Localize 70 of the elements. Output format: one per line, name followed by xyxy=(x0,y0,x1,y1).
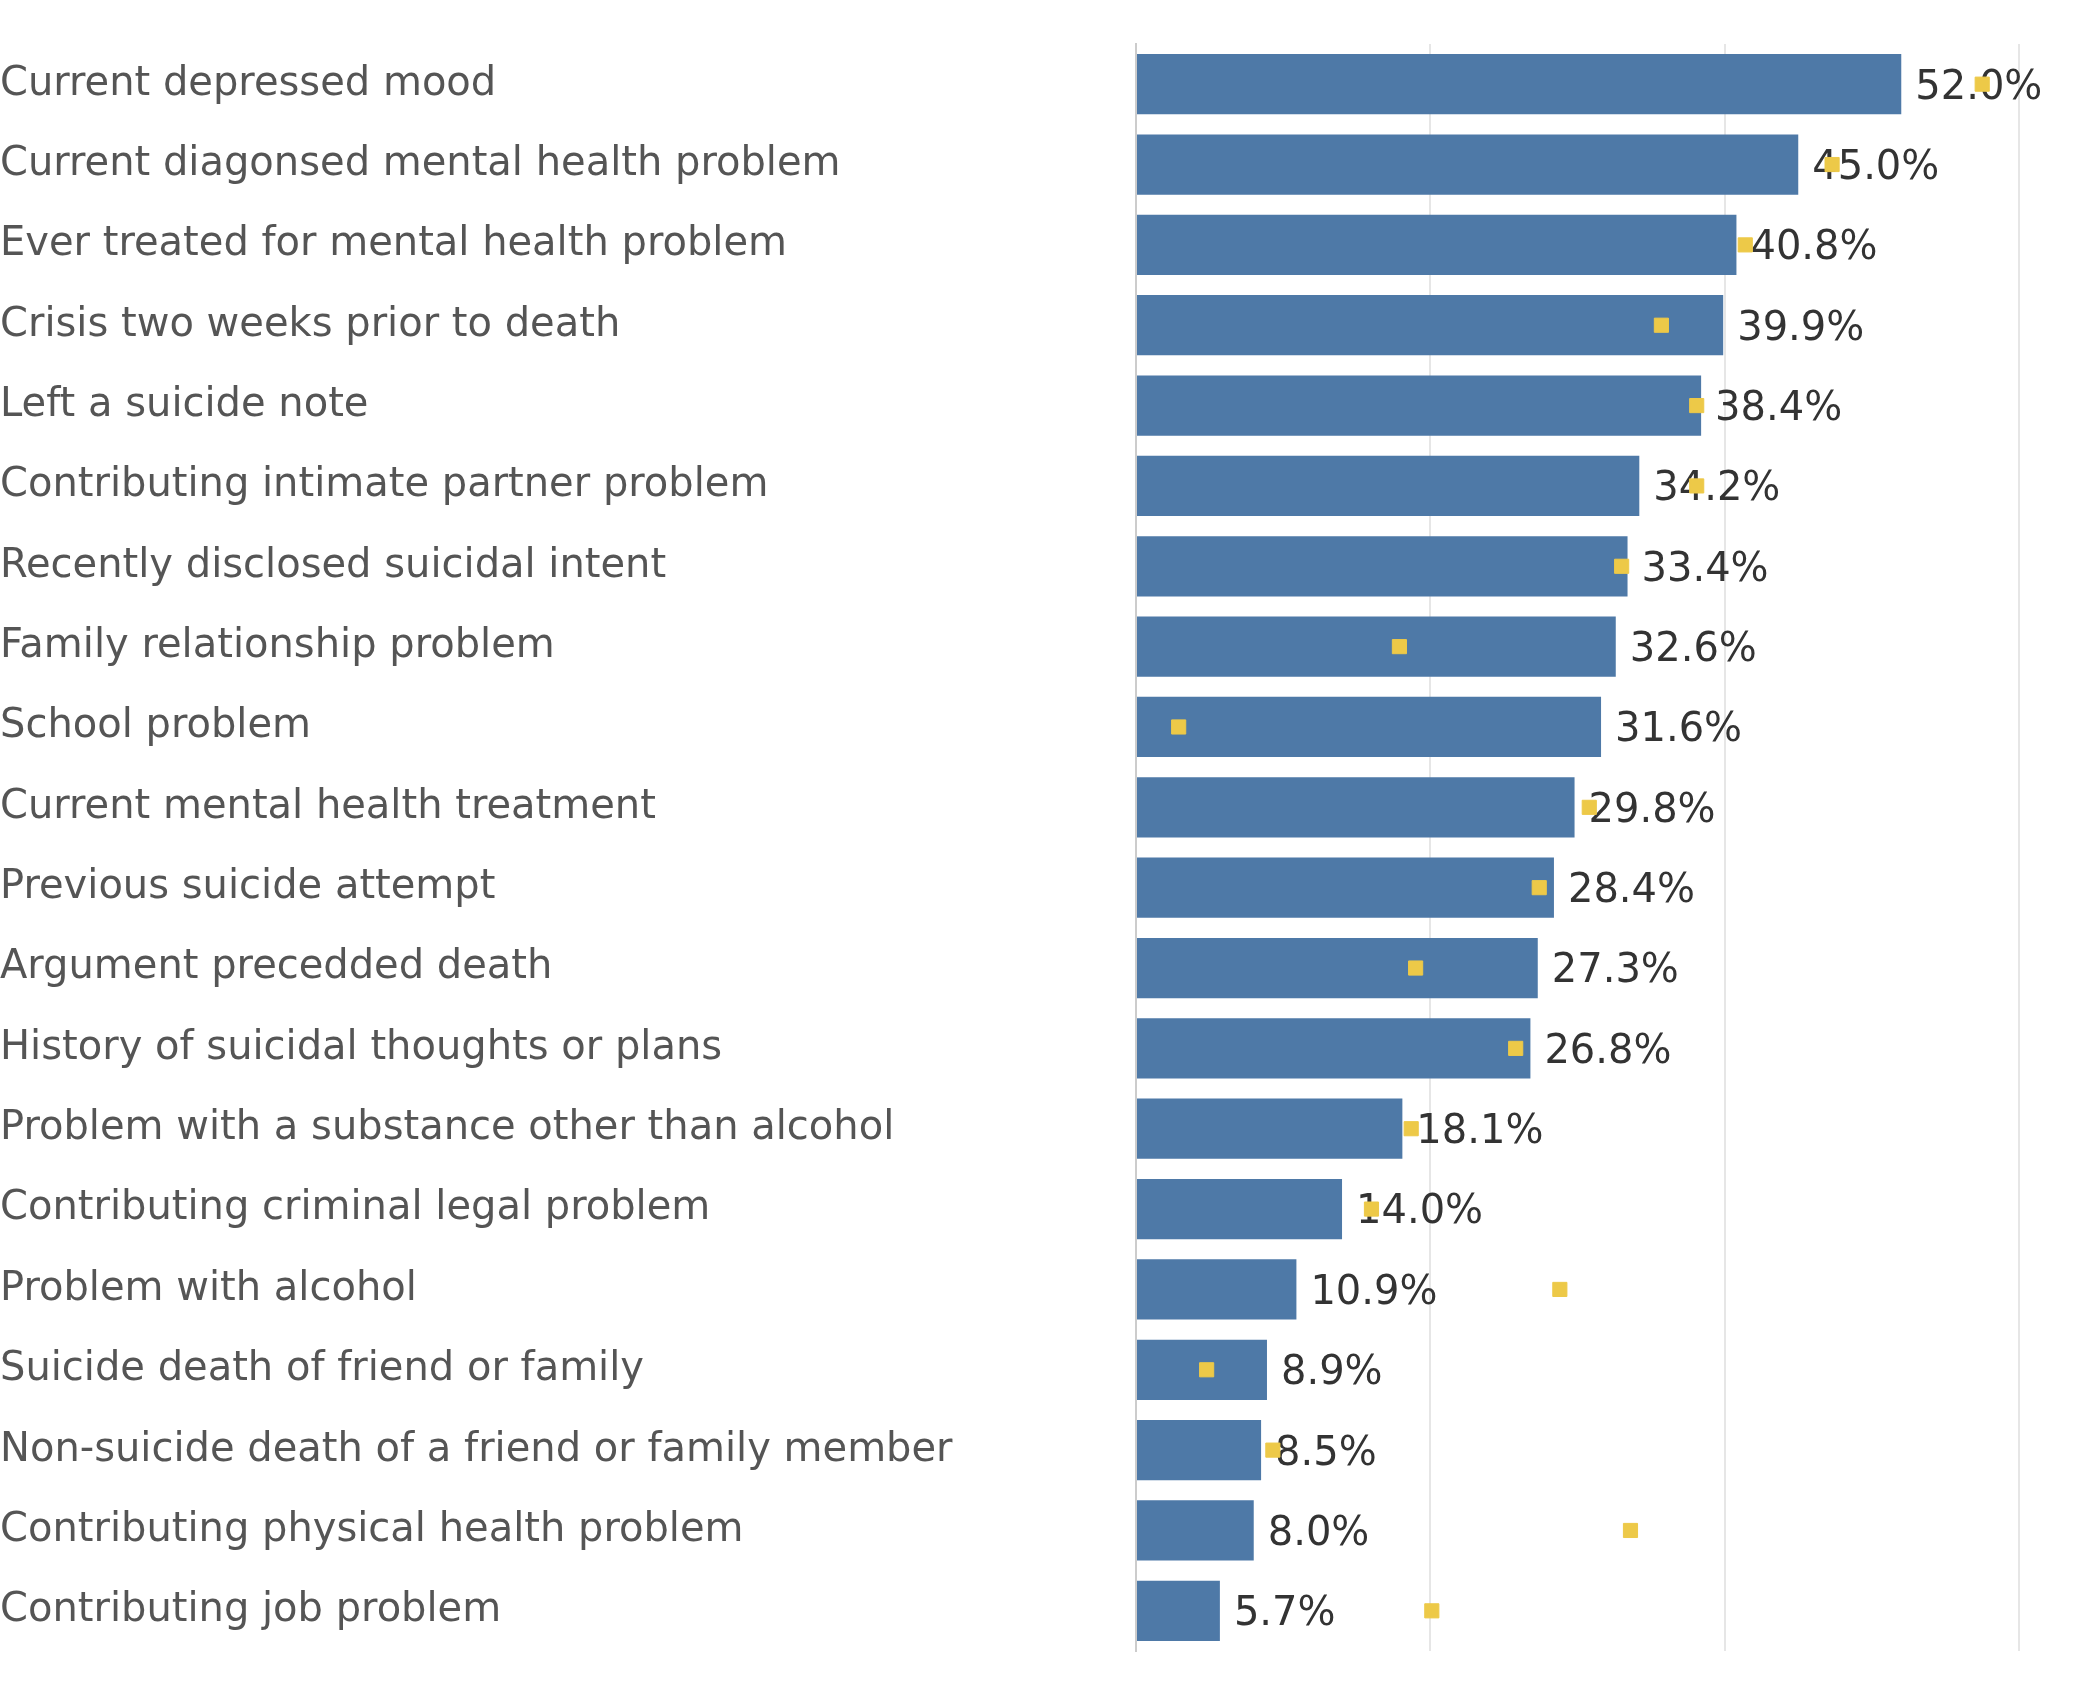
y-tick-label: Family relationship problem xyxy=(0,620,555,667)
y-tick-label: Current diagonsed mental health problem xyxy=(0,137,841,184)
data-label: 29.8% xyxy=(1588,784,1716,831)
point xyxy=(1622,1522,1639,1539)
bar xyxy=(1137,1259,1297,1320)
bar xyxy=(1137,777,1575,838)
y-tick-label: Problem with alcohol xyxy=(0,1262,417,1309)
y-tick-label: Non-suicide death of a friend or family member xyxy=(0,1423,954,1470)
y-tick-label: Recently disclosed suicidal intent xyxy=(0,539,667,586)
bar xyxy=(1137,375,1702,436)
y-tick-label: Suicide death of friend or family xyxy=(0,1343,645,1390)
data-label: 33.4% xyxy=(1641,543,1769,590)
bar xyxy=(1137,696,1602,758)
bar xyxy=(1137,1580,1220,1641)
point xyxy=(1199,1362,1215,1378)
bar xyxy=(1137,295,1724,356)
y-tick-label: Contributing intimate partner problem xyxy=(0,459,769,506)
y-tick-label: Crisis two weeks prior to death xyxy=(0,298,621,345)
data-label: 39.9% xyxy=(1737,302,1865,349)
point xyxy=(1424,1603,1440,1619)
y-tick-label: Problem with a substance other than alcohol xyxy=(0,1102,895,1149)
y-tick-label: Current mental health treatment xyxy=(0,780,656,827)
bar xyxy=(1137,1339,1267,1400)
bar xyxy=(1137,937,1538,999)
point xyxy=(1171,719,1187,735)
data-label: 10.9% xyxy=(1310,1266,1438,1313)
point xyxy=(1391,639,1407,655)
point xyxy=(1653,317,1669,333)
data-label: 40.8% xyxy=(1750,222,1878,269)
y-tick-label: Contributing job problem xyxy=(0,1584,502,1631)
y-tick-label: Argument precedded death xyxy=(0,941,553,988)
point xyxy=(1737,237,1753,253)
bar xyxy=(1137,536,1628,597)
y-tick-label: Left a suicide note xyxy=(0,378,369,425)
point xyxy=(1552,1281,1568,1297)
data-label: 5.7% xyxy=(1233,1588,1336,1635)
bar xyxy=(1137,214,1737,276)
y-tick-label: School problem xyxy=(0,700,312,747)
data-label: 8.0% xyxy=(1267,1507,1370,1554)
data-label: 32.6% xyxy=(1629,624,1757,671)
bar xyxy=(1137,455,1640,517)
bar xyxy=(1137,1500,1254,1561)
bar xyxy=(1137,1018,1531,1079)
point xyxy=(1531,880,1547,896)
y-tick-label: Contributing physical health problem xyxy=(0,1503,744,1550)
y-tick-label: Previous suicide attempt xyxy=(0,861,496,908)
y-tick-label: Ever treated for mental health problem xyxy=(0,218,787,265)
bar xyxy=(1137,1178,1343,1240)
point xyxy=(1614,558,1630,574)
bar xyxy=(1137,134,1799,195)
bar xyxy=(1137,54,1902,115)
bar xyxy=(1137,1098,1403,1159)
data-label: 27.3% xyxy=(1551,945,1679,992)
point xyxy=(1689,398,1705,414)
data-label: 18.1% xyxy=(1416,1106,1544,1153)
data-label: 26.8% xyxy=(1544,1025,1672,1072)
bar xyxy=(1137,1419,1262,1481)
data-label: 8.5% xyxy=(1275,1427,1377,1474)
point xyxy=(1508,1040,1524,1056)
bar xyxy=(1137,616,1616,677)
bar xyxy=(1137,857,1554,918)
data-label: 38.4% xyxy=(1715,382,1843,429)
data-label: 8.9% xyxy=(1280,1347,1383,1394)
y-tick-label: Current depressed mood xyxy=(0,57,497,104)
y-tick-label: Contributing criminal legal problem xyxy=(0,1182,711,1229)
data-label: 31.6% xyxy=(1615,704,1743,751)
point xyxy=(1408,960,1424,976)
data-label: 28.4% xyxy=(1567,865,1696,912)
point xyxy=(1403,1121,1419,1137)
y-tick-label: History of suicidal thoughts or plans xyxy=(0,1021,723,1068)
